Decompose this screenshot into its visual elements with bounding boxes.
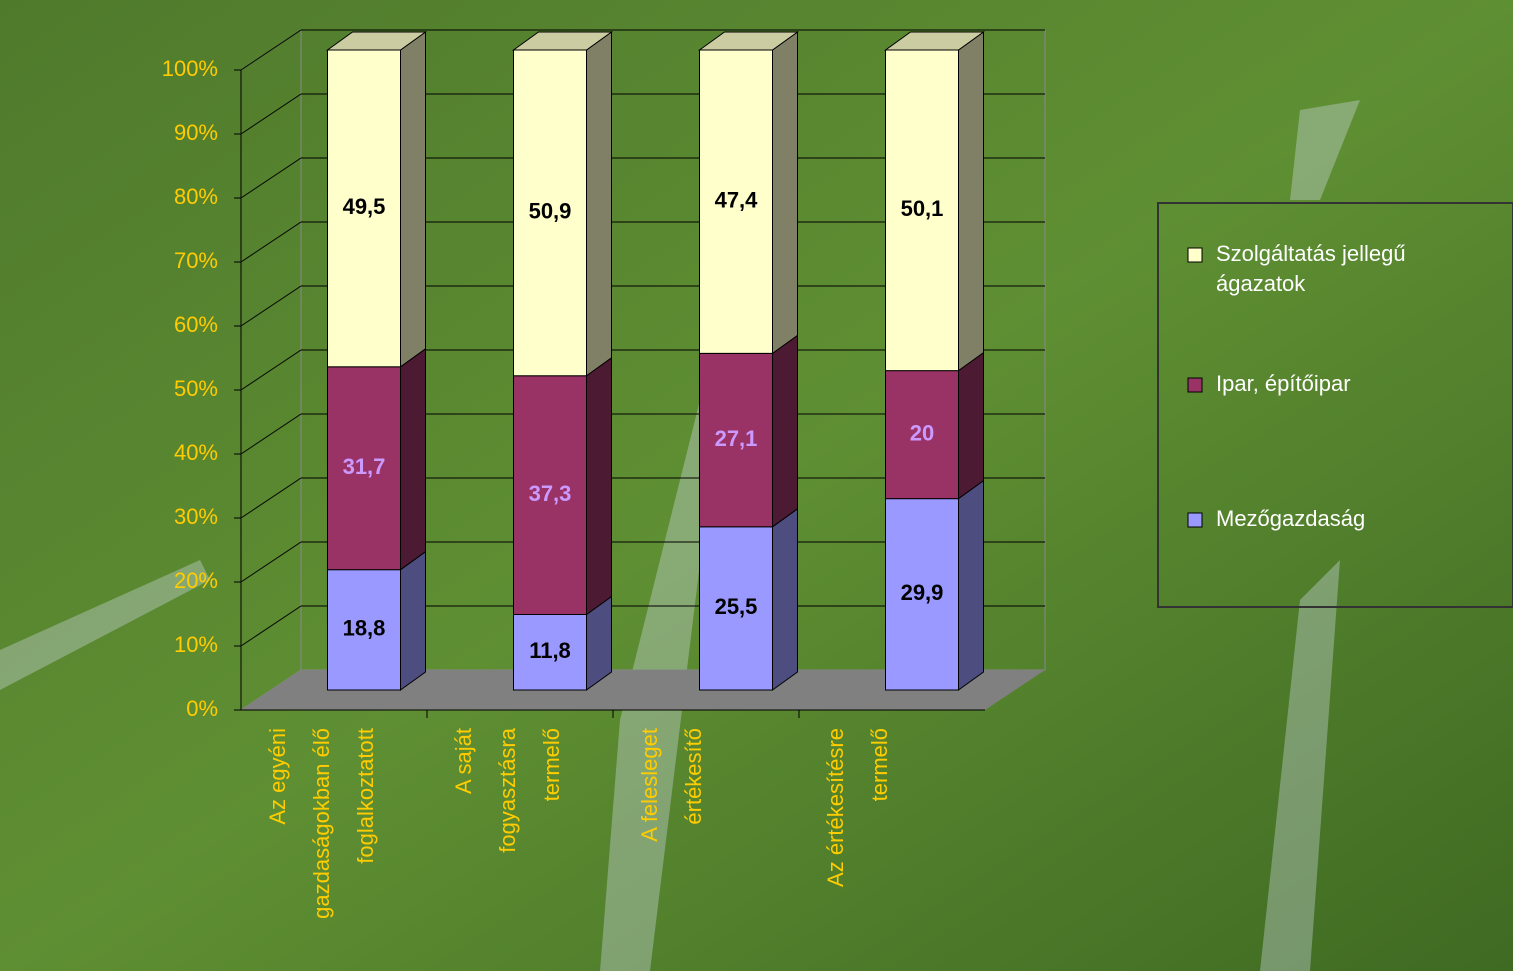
value-label: 47,4 xyxy=(715,187,759,212)
bar-top xyxy=(697,31,800,51)
bar-segment xyxy=(699,49,773,354)
floor xyxy=(241,670,1045,710)
grid-line xyxy=(240,285,302,327)
value-label: 49,5 xyxy=(343,194,386,219)
value-label: 37,3 xyxy=(529,481,572,506)
bar-side xyxy=(400,550,426,691)
legend-label: Mezőgazdaság xyxy=(1216,506,1365,531)
bar-segment xyxy=(885,498,959,691)
legend-swatch xyxy=(1187,247,1203,263)
bar-side xyxy=(586,31,612,377)
bar-side xyxy=(772,507,798,691)
y-tick-label: 70% xyxy=(174,248,218,273)
y-tick-label: 0% xyxy=(186,696,218,721)
bar-top xyxy=(883,31,986,51)
bar-segment xyxy=(327,49,401,368)
grid-line xyxy=(240,221,302,263)
bar-side xyxy=(772,31,798,355)
value-label: 31,7 xyxy=(343,454,386,479)
grid-line xyxy=(240,349,302,391)
x-tick-label-line: foglalkoztatott xyxy=(353,728,378,864)
legend-swatch xyxy=(1187,512,1203,528)
bar-side xyxy=(772,334,798,528)
bar-segment xyxy=(699,352,773,528)
x-tick-label-line: A saját xyxy=(451,728,476,794)
y-tick-label: 20% xyxy=(174,568,218,593)
y-tick-label: 40% xyxy=(174,440,218,465)
legend-label-line: ágazatok xyxy=(1216,271,1306,296)
value-label: 29,9 xyxy=(901,580,944,605)
bar-segment xyxy=(327,569,401,691)
y-tick-label: 10% xyxy=(174,632,218,657)
x-tick-label-line: Az egyéni xyxy=(265,728,290,825)
bar-segment xyxy=(513,613,587,691)
bar-segment xyxy=(327,366,401,571)
y-tick-label: 90% xyxy=(174,120,218,145)
grid-line xyxy=(240,93,302,135)
bar-side xyxy=(400,31,426,368)
legend-label-line: Szolgáltatás jellegű xyxy=(1216,241,1406,266)
grid-line xyxy=(240,541,302,583)
bar-segment xyxy=(885,49,959,372)
x-tick-label-line: termelő xyxy=(539,728,564,801)
bar-segment xyxy=(699,526,773,691)
value-label: 27,1 xyxy=(715,426,758,451)
value-label: 50,1 xyxy=(901,196,944,221)
grid-line xyxy=(240,477,302,519)
x-tick-label: A saját fogyasztásra termelő xyxy=(451,727,564,852)
bar-side xyxy=(958,31,984,372)
legend-label: Szolgáltatás jellegű ágazatok xyxy=(1216,241,1406,296)
x-tick-label-line: Az értékesítésre xyxy=(823,728,848,887)
bar-segment xyxy=(513,49,587,377)
y-tick-label: 50% xyxy=(174,376,218,401)
x-tick-label-line: értékesítő xyxy=(681,728,706,825)
bar-side xyxy=(400,347,426,571)
y-tick-label: 80% xyxy=(174,184,218,209)
value-label: 20 xyxy=(910,420,934,445)
bar-side xyxy=(586,356,612,616)
value-label: 50,9 xyxy=(529,199,572,224)
bar-segment xyxy=(513,375,587,615)
bar-side xyxy=(958,479,984,691)
value-label: 18,8 xyxy=(343,616,386,641)
value-label: 25,5 xyxy=(715,594,758,619)
y-tick-label: 30% xyxy=(174,504,218,529)
y-tick-label: 100% xyxy=(162,56,218,81)
legend xyxy=(1157,202,1513,608)
grid-line xyxy=(240,605,302,647)
x-tick-label-line: gazdaságokban élő xyxy=(309,728,334,919)
grid-line xyxy=(240,157,302,199)
grid-line xyxy=(240,29,302,71)
legend-label: Ipar, építőipar xyxy=(1216,371,1351,396)
x-tick-label-line: fogyasztásra xyxy=(495,727,520,852)
x-tick-label-line: A felesleget xyxy=(637,728,662,842)
bar-side xyxy=(958,351,984,500)
y-tick-label: 60% xyxy=(174,312,218,337)
value-label: 11,8 xyxy=(529,638,571,663)
x-tick-label: Az egyéni gazdaságokban élő foglalkoztatot… xyxy=(265,728,378,919)
x-tick-label: Az értékesítésre termelő xyxy=(823,728,892,887)
bar-top xyxy=(511,31,614,51)
legend-swatch xyxy=(1187,377,1203,393)
x-tick-label: A felesleget értékesítő xyxy=(637,728,706,842)
grid-line xyxy=(240,413,302,455)
bar-top xyxy=(325,31,428,51)
x-tick-label-line: termelő xyxy=(867,728,892,801)
